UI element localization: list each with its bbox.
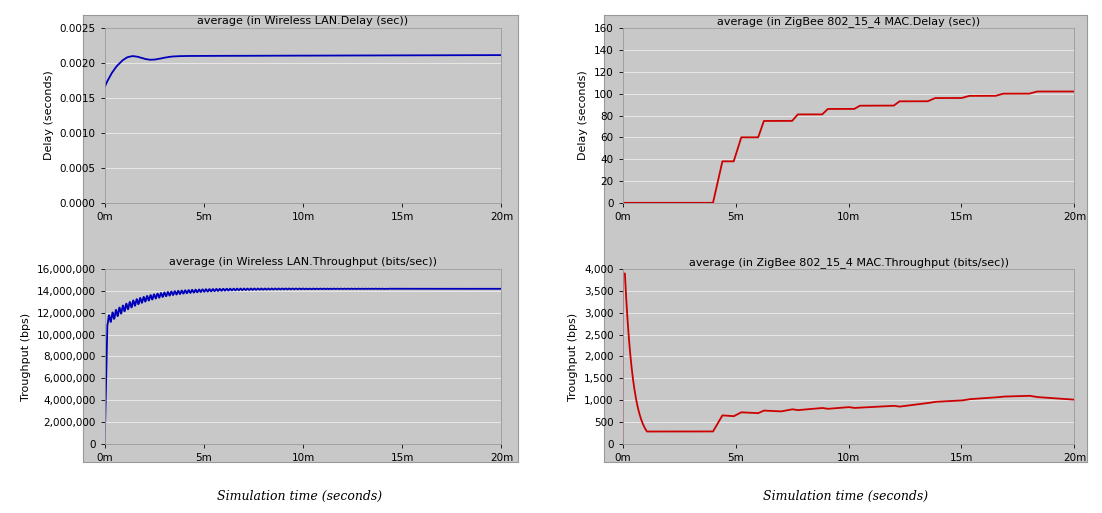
Y-axis label: Troughput (bps): Troughput (bps) (569, 312, 579, 401)
Title: average (in ZigBee 802_15_4 MAC.Throughput (bits/sec)): average (in ZigBee 802_15_4 MAC.Throughp… (689, 257, 1008, 268)
Title: average (in Wireless LAN.Throughput (bits/sec)): average (in Wireless LAN.Throughput (bit… (169, 257, 437, 267)
Title: average (in ZigBee 802_15_4 MAC.Delay (sec)): average (in ZigBee 802_15_4 MAC.Delay (s… (717, 16, 980, 27)
Text: Simulation time (seconds): Simulation time (seconds) (763, 490, 928, 503)
Y-axis label: Delay (seconds): Delay (seconds) (579, 71, 588, 161)
Y-axis label: Troughput (bps): Troughput (bps) (21, 312, 31, 401)
Text: Simulation time (seconds): Simulation time (seconds) (217, 490, 382, 503)
Title: average (in Wireless LAN.Delay (sec)): average (in Wireless LAN.Delay (sec)) (197, 16, 409, 26)
Y-axis label: Delay (seconds): Delay (seconds) (44, 71, 54, 161)
